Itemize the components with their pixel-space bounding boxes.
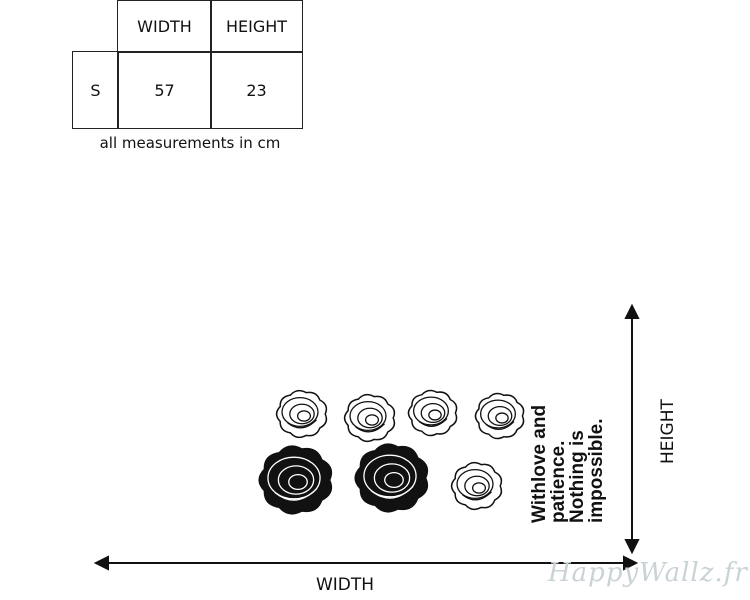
width-value: 57 — [117, 51, 212, 129]
quote-line: Nothing is — [567, 430, 588, 523]
outline-rose — [343, 393, 396, 443]
outline-rose — [450, 461, 503, 511]
watermark-logo: HappyWallz.fr — [548, 558, 748, 588]
filled-rose — [354, 443, 429, 513]
header-height: HEIGHT — [210, 0, 303, 53]
height-label: HEIGHT — [658, 399, 678, 464]
quote-line: impossible. — [586, 418, 607, 523]
width-label: WIDTH — [315, 575, 375, 595]
measurement-caption: all measurements in cm — [99, 134, 281, 152]
width-arrow — [93, 555, 639, 571]
outline-rose — [275, 389, 328, 439]
height-arrow — [624, 303, 640, 555]
quote-line: patience. — [548, 440, 569, 523]
decal-quote: Withlove and patience. Nothing is imposs… — [529, 404, 607, 523]
filled-rose — [258, 445, 333, 515]
outline-rose — [407, 389, 458, 437]
size-cell: S — [72, 51, 119, 129]
header-width: WIDTH — [117, 0, 212, 53]
outline-rose — [474, 392, 525, 440]
height-value: 23 — [210, 51, 303, 129]
quote-line: Withlove and — [529, 404, 550, 523]
